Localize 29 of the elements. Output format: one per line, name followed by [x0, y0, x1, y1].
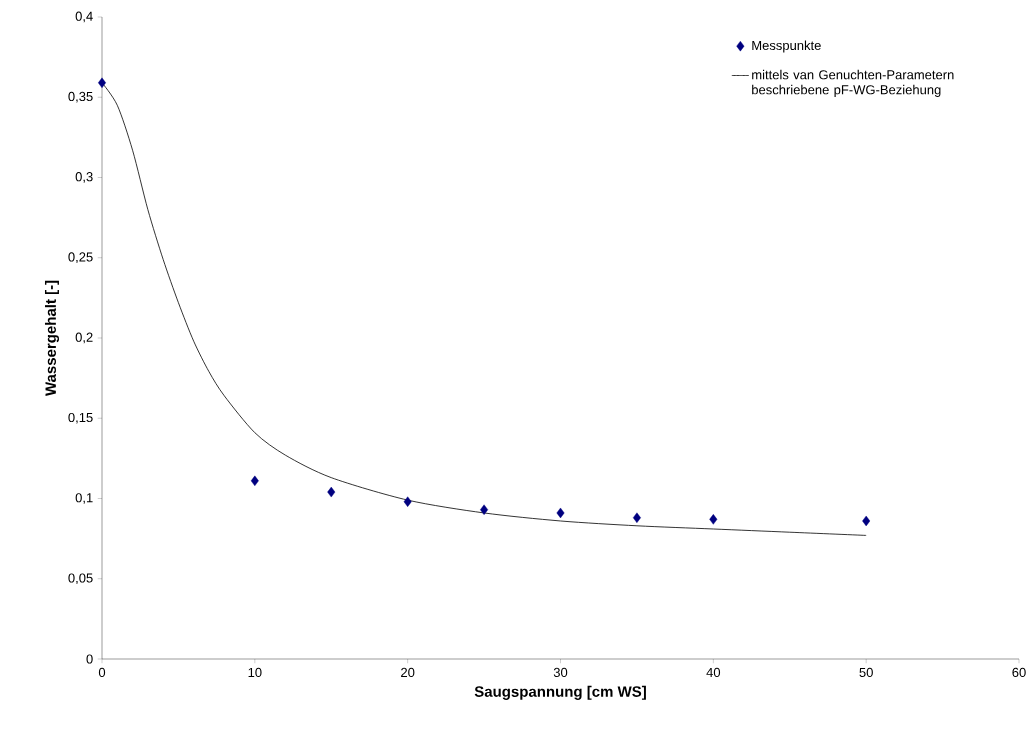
point [480, 504, 489, 515]
point [632, 512, 641, 523]
y-tick-label: 0,1 [75, 493, 93, 504]
y-tick-label: 0,15 [68, 412, 93, 424]
legend-label: Messpunkte [752, 40, 821, 53]
point [862, 515, 871, 527]
point [327, 486, 336, 498]
y-tick-label: 0,4 [75, 11, 93, 23]
x-tick-label: 10 [248, 667, 262, 677]
y-tick-label: 0,05 [68, 573, 93, 585]
x-tick-label: 0 [98, 667, 106, 677]
y-tick-label: 0,2 [75, 332, 93, 344]
point [709, 514, 718, 525]
x-tick-label: 60 [1012, 667, 1026, 677]
x-tick-label: 30 [553, 667, 568, 677]
point [98, 77, 106, 88]
y-tick-label: 0,3 [75, 172, 93, 183]
point [556, 507, 565, 519]
y-tick-label: 0,25 [68, 252, 93, 264]
x-axis-title: Saugspannung [cm WS] [474, 685, 646, 700]
point [250, 475, 259, 487]
x-tick-label: 20 [401, 667, 415, 677]
legend-label: mittels van Genuchten-Parametern beschriebene pF-WG-Beziehung [752, 69, 954, 97]
x-tick-label: 50 [859, 667, 873, 677]
y-tick-label: 0,35 [68, 91, 93, 103]
x-tick-label: 40 [706, 667, 721, 677]
y-axis-title: Wassergehalt [-] [44, 280, 60, 397]
point [403, 496, 412, 507]
y-tick-label: 0 [86, 654, 93, 664]
